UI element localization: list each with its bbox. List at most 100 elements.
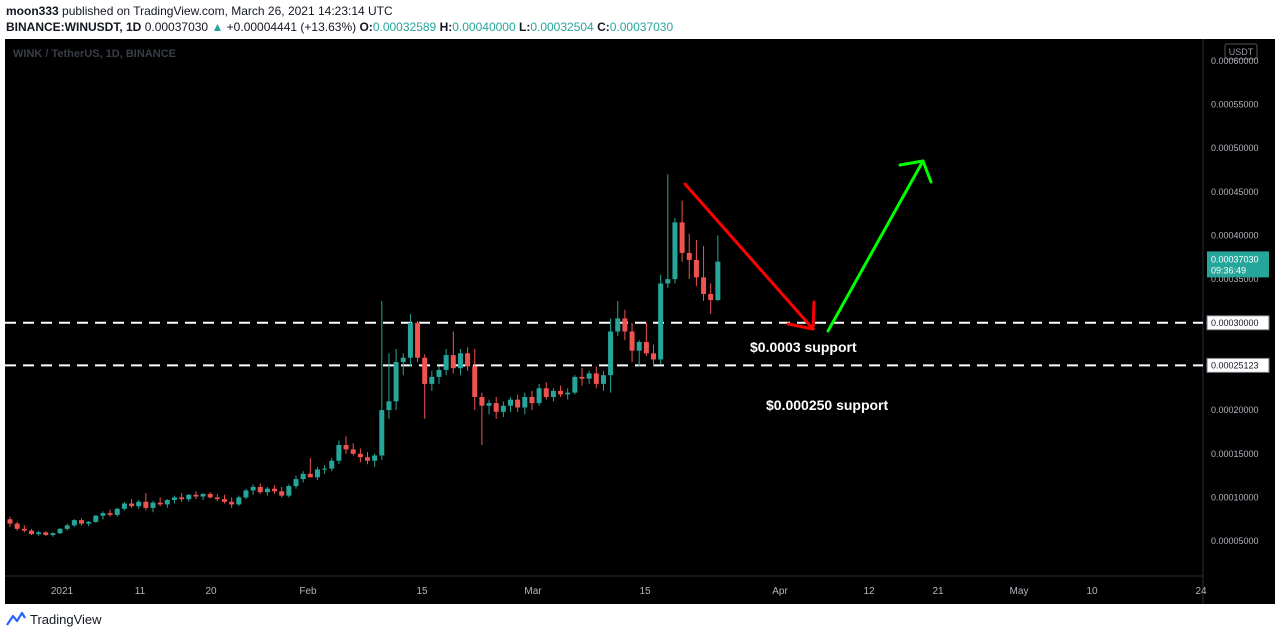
bar-countdown: 09:36:49 xyxy=(1211,265,1246,275)
candle xyxy=(629,322,635,363)
candle xyxy=(500,401,506,418)
candle xyxy=(293,475,299,489)
candle-body xyxy=(250,486,256,491)
candle-body xyxy=(279,491,285,496)
candle xyxy=(572,375,578,395)
candle-body xyxy=(379,410,385,456)
candle-body xyxy=(43,532,49,535)
candle-body xyxy=(272,488,278,492)
candle-body xyxy=(150,502,156,508)
price-chart[interactable]: WINK / TetherUS, 1D, BINANCE USDT 0.0006… xyxy=(5,39,1275,604)
candle xyxy=(186,493,192,502)
candle-body xyxy=(457,353,463,369)
green-up-arrowhead xyxy=(898,159,933,184)
chart-pane[interactable]: WINK / TetherUS, 1D, BINANCE USDT 0.0006… xyxy=(5,39,1275,604)
candle xyxy=(600,370,606,391)
candle xyxy=(701,245,707,301)
candle-body xyxy=(708,293,714,301)
candle-body xyxy=(622,318,628,332)
candle xyxy=(558,385,564,397)
high-label: H: xyxy=(439,20,453,34)
candle xyxy=(86,520,92,527)
currency-label: USDT xyxy=(1229,47,1254,57)
candle xyxy=(550,388,556,402)
candle xyxy=(21,525,27,533)
time-axis-label: 12 xyxy=(863,586,875,597)
candle xyxy=(100,511,106,520)
candle-body xyxy=(558,390,564,395)
symbol-name[interactable]: BINANCE:WINUSDT, 1D xyxy=(6,20,142,34)
candle xyxy=(415,321,421,363)
chart-watermark: WINK / TetherUS, 1D, BINANCE xyxy=(13,48,176,60)
candle xyxy=(171,495,177,504)
candle xyxy=(300,471,306,483)
time-axis-label: 15 xyxy=(416,586,428,597)
candle xyxy=(543,382,549,400)
close-value: 0.00037030 xyxy=(609,20,674,34)
candle-body xyxy=(572,376,578,393)
candle xyxy=(214,493,220,501)
publication-info: moon333 published on TradingView.com, Ma… xyxy=(6,4,393,18)
candle xyxy=(157,497,163,507)
candle-body xyxy=(365,457,370,461)
candle xyxy=(200,493,206,501)
candle-body xyxy=(515,399,521,408)
candle-body xyxy=(600,375,606,384)
candle xyxy=(465,347,471,371)
candle-body xyxy=(264,488,270,493)
candle-body xyxy=(7,519,13,524)
time-axis-label: 11 xyxy=(135,586,146,597)
tradingview-logo[interactable]: TradingView xyxy=(6,610,102,628)
support-line-tag xyxy=(1206,315,1270,331)
candle xyxy=(257,483,263,494)
candle xyxy=(229,497,235,508)
time-axis-label: 21 xyxy=(932,586,944,597)
price-axis-label: 0.00040000 xyxy=(1211,230,1259,240)
candle-body xyxy=(608,331,614,376)
candle xyxy=(436,366,442,384)
candle xyxy=(457,348,463,376)
candle xyxy=(93,514,99,523)
candle xyxy=(686,233,692,280)
candle xyxy=(179,493,185,502)
candle-body xyxy=(207,493,213,498)
open-label: O: xyxy=(359,20,373,34)
time-axis-label: 24 xyxy=(1195,586,1207,597)
time-axis[interactable]: 2021 11 20 Feb 15 Mar 15 Apr 12 21 May 10 24 xyxy=(5,575,1207,597)
candle xyxy=(236,495,242,507)
candle-body xyxy=(629,331,635,351)
candle xyxy=(322,465,328,474)
candle xyxy=(579,368,585,386)
candle-body xyxy=(243,490,249,498)
candle-body xyxy=(143,501,149,508)
candle-body xyxy=(536,388,542,404)
candle-body xyxy=(400,357,406,363)
candle xyxy=(622,309,628,341)
candle-body xyxy=(307,473,313,478)
candle xyxy=(193,491,199,500)
candle xyxy=(536,383,542,406)
candle-body xyxy=(50,533,56,535)
tradingview-logo-icon xyxy=(6,612,26,626)
candle xyxy=(515,394,521,412)
close-label: C: xyxy=(597,20,610,34)
support-annotation-1: $0.0003 support xyxy=(750,339,857,355)
currency-box[interactable] xyxy=(1224,43,1258,60)
time-axis-label: 15 xyxy=(639,586,651,597)
candle-body xyxy=(615,318,621,332)
candle xyxy=(57,527,63,535)
candle xyxy=(658,274,664,365)
candle-body xyxy=(393,362,399,402)
author-name[interactable]: moon333 xyxy=(6,4,59,18)
candle xyxy=(529,390,535,411)
candle xyxy=(672,218,678,284)
candle xyxy=(715,235,721,301)
support-line-tag xyxy=(1206,357,1270,373)
candle-body xyxy=(236,497,242,505)
support-line-tag-value: 0.00030000 xyxy=(1211,318,1259,328)
price-axis-label: 0.00050000 xyxy=(1211,143,1259,153)
candle-body xyxy=(336,445,342,461)
candle xyxy=(479,392,485,446)
candle xyxy=(64,523,70,531)
